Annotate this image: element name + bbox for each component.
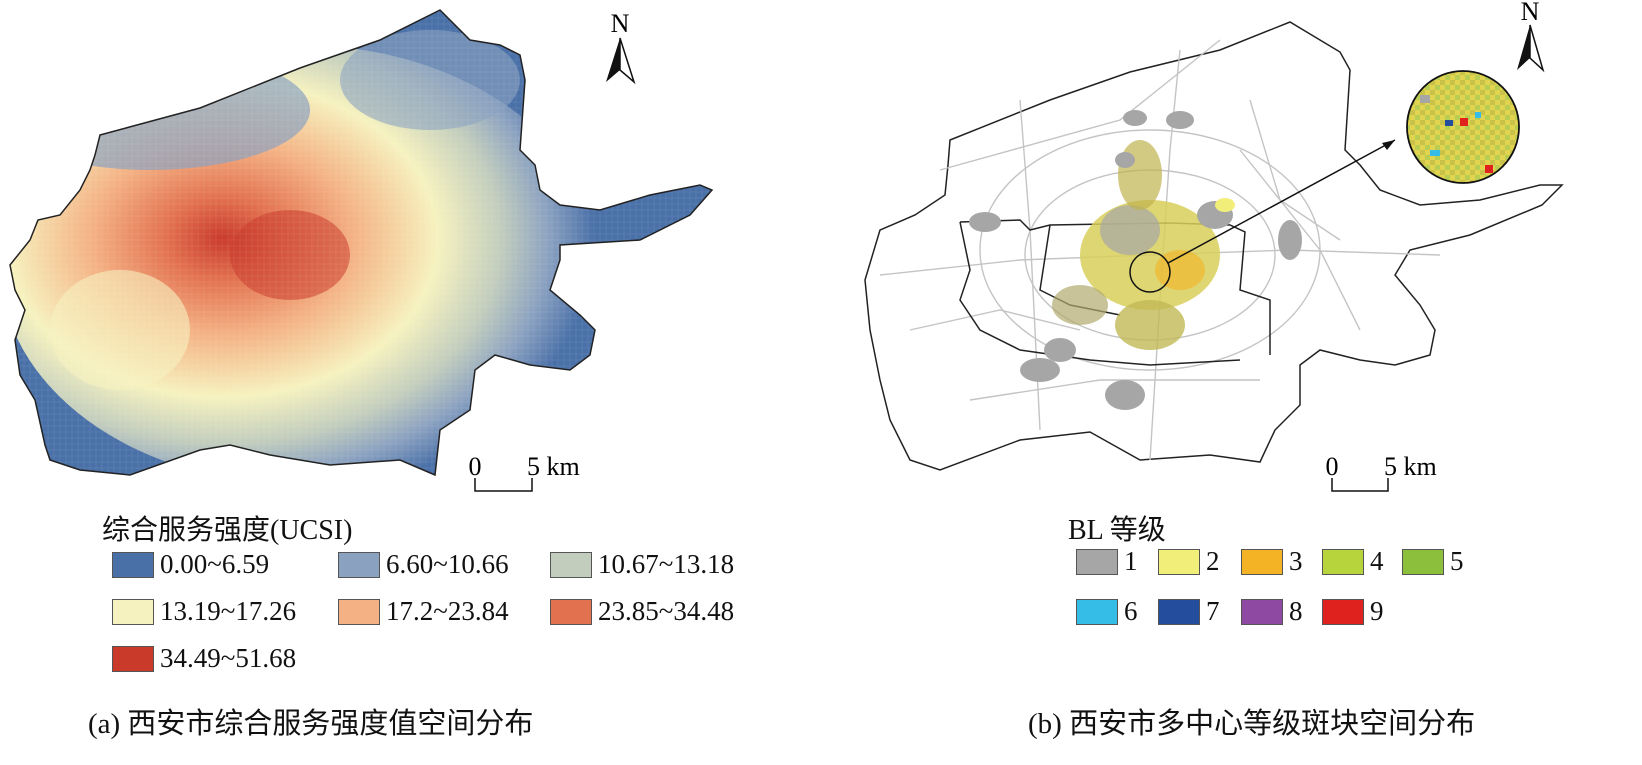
legend-swatch [1402,548,1444,575]
legend-swatch [1076,598,1118,625]
panel-b: N 0 5 km BL 等级 1 2 3 4 5 6 7 8 [820,0,1642,765]
ucsi-map: N 0 5 km [9,9,714,492]
legend-swatch [1322,598,1364,625]
legend-item: 8 [1241,596,1303,627]
scale-start: 0 [1326,452,1339,481]
legend-title: BL 等级 [1068,515,1166,546]
focus-circle [1129,251,1171,293]
legend-swatch [1241,548,1283,575]
legend-item: 10.67~13.18 [550,549,734,580]
legend-swatch [550,598,592,625]
legend-label: 0.00~6.59 [160,549,270,579]
legend-swatch [112,645,154,672]
legend-swatch [338,598,380,625]
ucsi-raster [10,10,712,475]
legend-swatch [1158,548,1200,575]
caption-b: (b) 西安市多中心等级斑块空间分布 [1028,708,1476,740]
legend-item: 9 [1322,596,1384,627]
north-arrow-icon [1517,24,1545,73]
legend-item: 34.49~51.68 [112,643,296,674]
legend-item: 17.2~23.84 [338,596,509,627]
legend-item: 13.19~17.26 [112,596,296,627]
north-label: N [611,9,630,38]
legend-label: 13.19~17.26 [160,596,297,626]
north-label: N [1521,0,1540,26]
legend-label: 17.2~23.84 [386,596,509,626]
magnified-inset [1407,71,1519,183]
scale-end: 5 km [527,452,580,481]
scale-bar: 0 5 km [1326,452,1437,492]
legend-item: 5 [1402,546,1464,577]
legend-swatch [1241,598,1283,625]
legend-label: 7 [1206,596,1220,626]
legend-label: 2 [1206,546,1220,576]
magnified-circle [1406,70,1520,184]
scale-bar: 0 5 km [469,452,580,492]
bl-patches [969,110,1302,410]
city-boundary [9,9,714,477]
legend-item: 2 [1158,546,1220,577]
bl-map: N 0 5 km [864,0,1564,492]
legend-label: 6 [1124,596,1138,626]
legend-label: 23.85~34.48 [598,596,735,626]
legend-item: 6.60~10.66 [338,549,509,580]
legend-swatch [1158,598,1200,625]
scale-start: 0 [469,452,482,481]
legend-item: 1 [1076,546,1138,577]
legend-label: 10.67~13.18 [598,549,735,579]
callout-arrow-icon [1382,140,1395,150]
legend-item: 7 [1158,596,1220,627]
legend-swatch [112,598,154,625]
north-arrow-icon [606,37,636,85]
legend-label: 9 [1370,596,1384,626]
panel-a: N 0 5 km 综合服务强度(UCSI) 0.00~6.59 6.60~10.… [0,0,820,765]
road-network [879,39,1441,461]
legend-label: 34.49~51.68 [160,643,297,673]
legend-label: 4 [1370,546,1384,576]
legend-label: 8 [1289,596,1303,626]
legend-item: 23.85~34.48 [550,596,734,627]
legend-swatch [112,551,154,578]
caption-a: (a) 西安市综合服务强度值空间分布 [88,708,534,740]
legend-label: 3 [1289,546,1303,576]
legend-title: 综合服务强度(UCSI) [102,515,353,546]
callout-line [1167,139,1396,264]
legend-label: 5 [1450,546,1464,576]
legend-swatch [550,551,592,578]
legend-item: 0.00~6.59 [112,549,269,580]
legend-label: 1 [1124,546,1138,576]
legend-swatch [1076,548,1118,575]
legend-item: 3 [1241,546,1303,577]
legend-label: 6.60~10.66 [386,549,509,579]
legend-swatch [1322,548,1364,575]
legend-item: 4 [1322,546,1384,577]
scale-end: 5 km [1384,452,1437,481]
legend-item: 6 [1076,596,1138,627]
legend-swatch [338,551,380,578]
